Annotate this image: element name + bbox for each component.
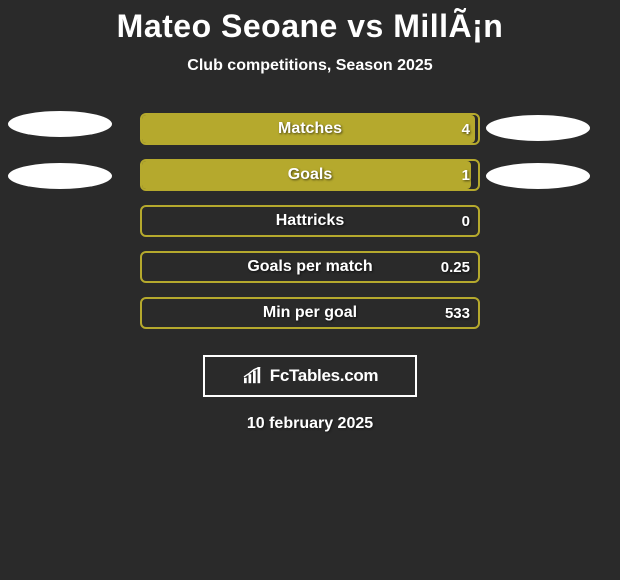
stat-bar-bg	[140, 251, 480, 283]
stat-row: Goals per match0.25	[0, 251, 620, 283]
branding-text: FcTables.com	[270, 366, 379, 386]
right-ellipse	[486, 163, 590, 189]
stat-bar-bg	[140, 205, 480, 237]
stat-bar: Min per goal533	[140, 297, 480, 329]
stat-row: Hattricks0	[0, 205, 620, 237]
stat-bar-bg	[140, 297, 480, 329]
stat-bar: Goals1	[140, 159, 480, 191]
stat-bar-fill	[142, 115, 475, 143]
stats-list: Matches4 Goals1 Hattricks0 Goals per match0…	[0, 113, 620, 329]
page-title: Mateo Seoane vs MillÃ¡n	[0, 8, 620, 45]
stat-row: Matches4	[0, 113, 620, 145]
stat-bar-fill	[142, 161, 471, 189]
stat-bar: Hattricks0	[140, 205, 480, 237]
left-ellipse	[8, 163, 112, 189]
stat-row: Goals1	[0, 159, 620, 191]
page-subtitle: Club competitions, Season 2025	[0, 57, 620, 75]
comparison-infographic: Mateo Seoane vs MillÃ¡n Club competition…	[0, 0, 620, 433]
chart-icon	[242, 367, 264, 385]
footer-date: 10 february 2025	[0, 415, 620, 433]
stat-bar: Matches4	[140, 113, 480, 145]
stat-bar: Goals per match0.25	[140, 251, 480, 283]
branding-box: FcTables.com	[203, 355, 417, 397]
right-ellipse	[486, 115, 590, 141]
stat-row: Min per goal533	[0, 297, 620, 329]
left-ellipse	[8, 111, 112, 137]
